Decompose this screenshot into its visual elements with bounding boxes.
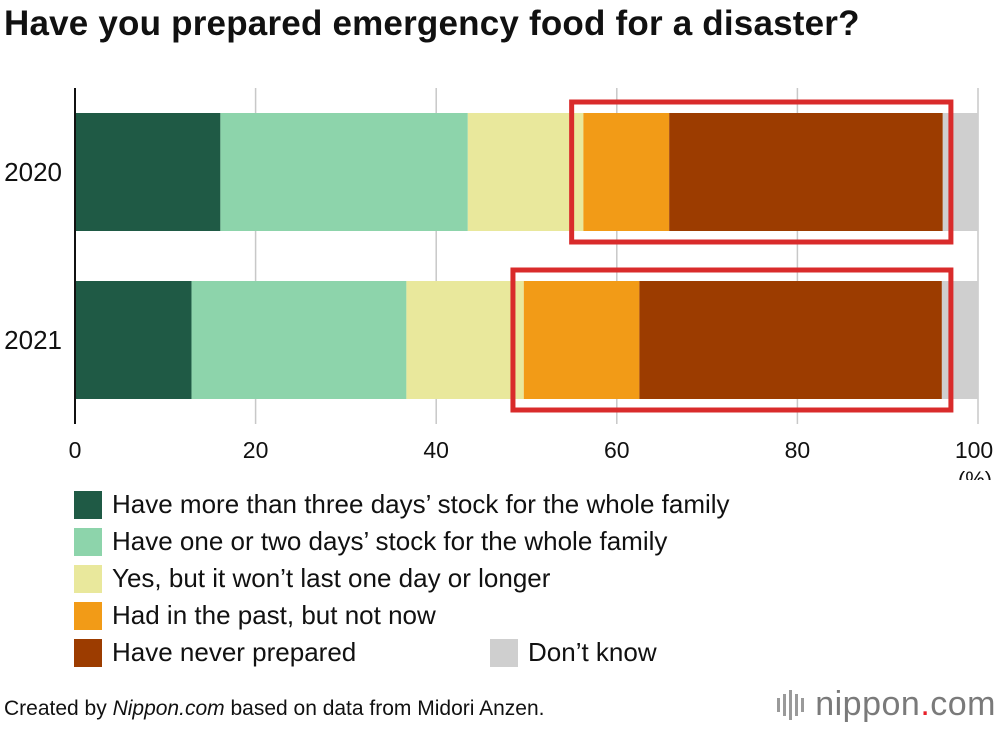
legend-label: Yes, but it won’t last one day or longer xyxy=(112,563,551,593)
x-axis-unit: (%) xyxy=(958,467,992,480)
category-label-2020: 2020 xyxy=(4,157,62,187)
legend-item-one-two-days: Have one or two days’ stock for the whol… xyxy=(74,526,667,557)
logo-bars-icon xyxy=(777,689,807,720)
legend-row: Have never prepared Don’t know xyxy=(74,634,994,671)
category-label-2021: 2021 xyxy=(4,325,62,355)
credit-prefix: Created by xyxy=(4,697,113,720)
bar-segment-2021-1 xyxy=(191,281,407,399)
legend-swatch xyxy=(74,564,102,593)
bar-segment-2020-2 xyxy=(467,113,584,231)
legend-label: Have more than three days’ stock for the… xyxy=(112,489,730,519)
legend-row: Have one or two days’ stock for the whol… xyxy=(74,523,994,560)
logo-dot: . xyxy=(920,685,931,723)
x-tick-label: 60 xyxy=(604,437,630,463)
bar-segment-2021-2 xyxy=(406,281,524,399)
bar-segment-2021-5 xyxy=(941,281,978,399)
legend: Have more than three days’ stock for the… xyxy=(74,486,994,671)
legend-row: Had in the past, but not now xyxy=(74,597,994,634)
legend-swatch xyxy=(74,527,102,556)
highlight-box-2020 xyxy=(569,99,954,245)
bar-segment-2020-5 xyxy=(942,113,978,231)
x-tick-label: 20 xyxy=(243,437,269,463)
bar-segment-2020-4 xyxy=(669,113,943,231)
bar-segment-2020-1 xyxy=(220,113,468,231)
legend-row: Yes, but it won’t last one day or longer xyxy=(74,560,994,597)
credit-source: Nippon.com xyxy=(112,697,225,720)
highlight-box-2021 xyxy=(510,267,954,413)
stacked-bar-chart: 2020 2021 0 20 40 60 80 100 (%) xyxy=(4,88,993,480)
legend-label: Don’t know xyxy=(528,637,657,667)
nippon-logo: nippon. com xyxy=(777,685,996,724)
legend-swatch xyxy=(74,601,102,630)
legend-label: Have one or two days’ stock for the whol… xyxy=(112,526,668,556)
legend-label: Had in the past, but not now xyxy=(112,600,436,630)
legend-swatch xyxy=(490,638,518,667)
source-credit: Created by Nippon.com based on data from… xyxy=(4,697,544,721)
legend-swatch xyxy=(74,638,102,667)
bar-segment-2021-3 xyxy=(523,281,640,399)
x-tick-label: 40 xyxy=(423,437,449,463)
x-tick-label: 100 xyxy=(955,437,993,463)
x-tick-label: 80 xyxy=(785,437,811,463)
legend-label: Have never prepared xyxy=(112,637,357,667)
credit-suffix: based on data from Midori Anzen. xyxy=(224,697,545,720)
legend-item-three-days: Have more than three days’ stock for the… xyxy=(74,489,730,520)
bar-segment-2021-0 xyxy=(75,281,192,399)
chart-title: Have you prepared emergency food for a d… xyxy=(4,4,860,43)
bar-segment-2021-4 xyxy=(639,281,942,399)
legend-item-never-prepared: Have never prepared xyxy=(74,637,356,668)
legend-swatch xyxy=(74,490,102,519)
logo-tld: com xyxy=(930,685,996,723)
legend-row: Have more than three days’ stock for the… xyxy=(74,486,994,523)
bar-segment-2020-3 xyxy=(583,113,670,231)
legend-item-dont-know: Don’t know xyxy=(490,637,657,668)
legend-item-less-than-day: Yes, but it won’t last one day or longer xyxy=(74,563,550,594)
bar-segment-2020-0 xyxy=(75,113,221,231)
logo-name: nippon xyxy=(815,685,921,723)
legend-item-had-in-past: Had in the past, but not now xyxy=(74,600,436,631)
x-tick-label: 0 xyxy=(69,437,82,463)
